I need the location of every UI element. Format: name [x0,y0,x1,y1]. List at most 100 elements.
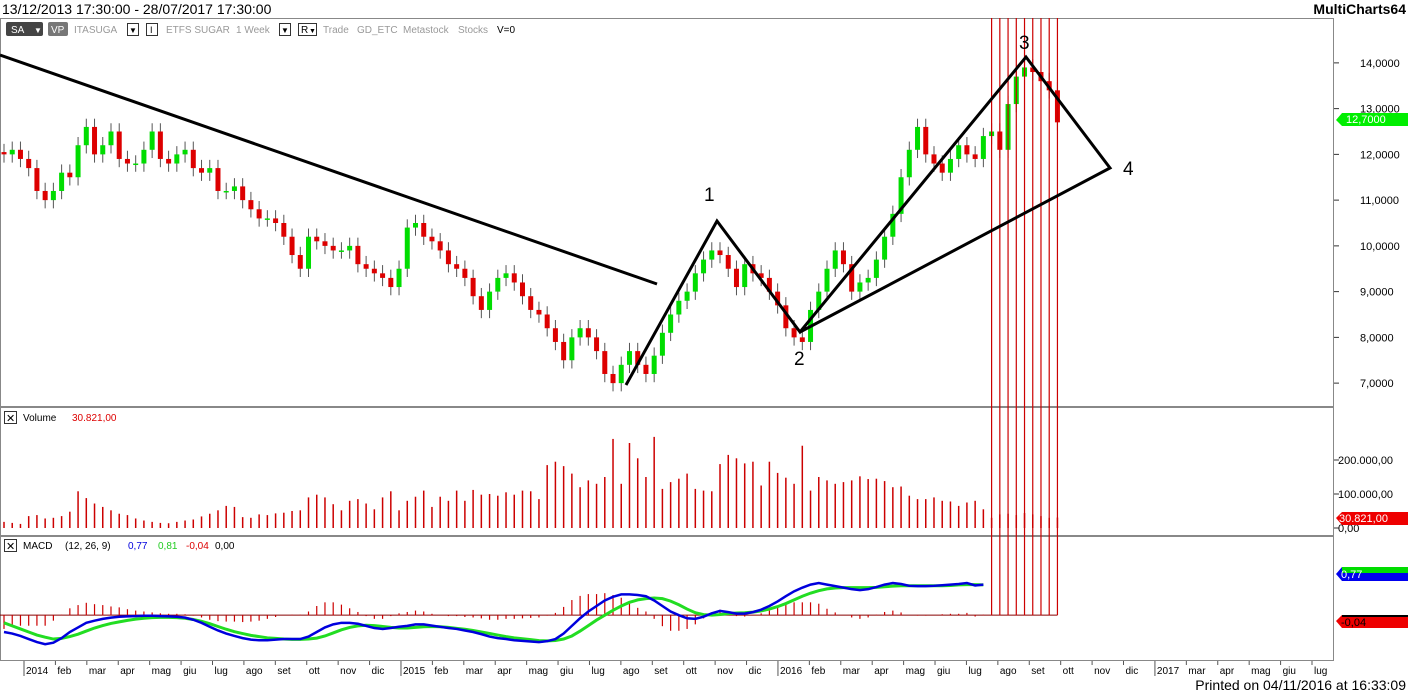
price-tick-label: 7,0000 [1360,378,1394,390]
candle-body [561,341,567,361]
candle-body [742,264,748,288]
candle-body [791,328,797,338]
candle-body [733,268,739,288]
candle-body [528,296,534,310]
candle-body [725,255,731,269]
candle-body [618,364,624,384]
candle-body [915,126,921,150]
date-range: 13/12/2013 17:30:00 - 28/07/2017 17:30:0… [2,1,272,17]
symbol-dropdown-icon: ▼ [129,26,137,35]
time-tick-label: mag [152,666,171,676]
time-tick-label: set [654,666,668,676]
timeframe-dropdown-icon: ▼ [281,26,289,35]
candle-body [256,209,262,219]
volume-bars [3,436,1059,528]
wave-line[interactable] [624,54,1113,386]
candle-body [223,190,229,193]
volume-filter-label: V=0 [497,25,516,36]
candle-body [388,277,394,288]
candle-body [775,291,781,306]
candle-body [478,296,484,310]
sa-button-label: SA [11,25,25,36]
time-tick-label: nov [717,666,733,676]
time-tick-label: feb [434,666,448,676]
candle-body [338,250,344,252]
time-tick-label: 2015 [403,666,426,676]
time-tick-label: giu [1283,666,1296,676]
r-button[interactable] [298,23,317,36]
candle-body [931,154,937,164]
candle-body [50,190,56,201]
sa-dropdown-icon: ▼ [34,26,42,35]
chart-area[interactable]: SA ▼ VP ITASUGA ▼ I ETFS SUGAR 1 Week ▼ … [0,18,1410,676]
symbol-dropdown[interactable] [127,23,139,36]
time-tick-label: feb [57,666,71,676]
price-pane[interactable] [0,18,1334,407]
macd-marker-top [1342,567,1408,573]
candle-body [692,273,698,292]
candle-body [857,282,863,292]
volume-value: 30.821,00 [72,413,117,424]
trend-line[interactable] [0,53,658,286]
r-dropdown-icon: ▼ [309,28,316,35]
candle-body [717,250,723,256]
candle-body [503,273,509,278]
candle-body [314,236,320,242]
time-tick-label: ott [686,666,697,676]
candle-body [429,236,435,242]
info-icon: I [150,25,153,35]
candle-body [108,131,114,146]
candle-body [231,186,237,191]
app-name: MultiCharts64 [1313,1,1406,17]
macd-marker-label: 0,77 [1341,569,1362,581]
wave-label-4: 4 [1123,159,1134,180]
candles [1,59,1060,392]
price-tick-label: 10,0000 [1360,241,1400,253]
candle-body [519,282,525,297]
candle-body [100,145,106,155]
wave-drawing[interactable]: 1 2 3 4 [0,33,1134,386]
feed-label: GD_ETC [357,25,398,36]
candle-body [190,149,196,169]
candle-body [363,264,369,269]
candle-body [635,351,641,365]
candle-body [906,149,912,178]
candle-body [882,236,888,260]
time-tick-label: ago [246,666,263,676]
candle-body [133,163,139,166]
macd-close-button[interactable] [4,539,17,552]
candle-body [445,250,451,265]
info-button[interactable] [146,23,158,36]
candle-body [83,126,89,146]
time-axis: 2014 feb mar apr mag giu lug ago set ott nov dic 201… [23,661,1327,676]
signal-line [3,583,984,643]
candle-body [42,190,48,201]
candle-body [396,268,402,288]
price-axis: 7,0000 8,0000 9,0000 10,0000 11,0000 12,0000 1… [1334,58,1400,390]
candle-body [552,328,558,342]
sa-button[interactable] [6,22,43,36]
candle-body [594,337,600,352]
time-tick-label: giu [183,666,196,676]
candle-body [832,250,838,269]
timeframe-dropdown[interactable] [279,23,291,36]
candle-body [297,255,303,269]
time-tick-label: ago [623,666,640,676]
source-label: Metastock [403,25,450,36]
close-icon: ✕ [6,413,15,425]
title-bar: 13/12/2013 17:30:00 - 28/07/2017 17:30:0… [0,0,1410,18]
price-marker-label: 12,7000 [1346,114,1386,126]
candle-body [306,236,312,269]
time-tick-label: nov [1094,666,1110,676]
volume-tick-label: 200.000,00 [1338,455,1393,467]
candle-body [849,264,855,292]
time-tick-label: lug [1314,666,1327,676]
candle-body [816,291,822,310]
vp-button[interactable] [48,22,68,36]
volume-close-button[interactable] [4,411,17,424]
candle-body [511,273,517,283]
candle-body [643,364,649,374]
time-tick-label: giu [937,666,950,676]
volume-pane[interactable] [0,407,1334,536]
volume-tick-label: 0,00 [1338,523,1359,535]
